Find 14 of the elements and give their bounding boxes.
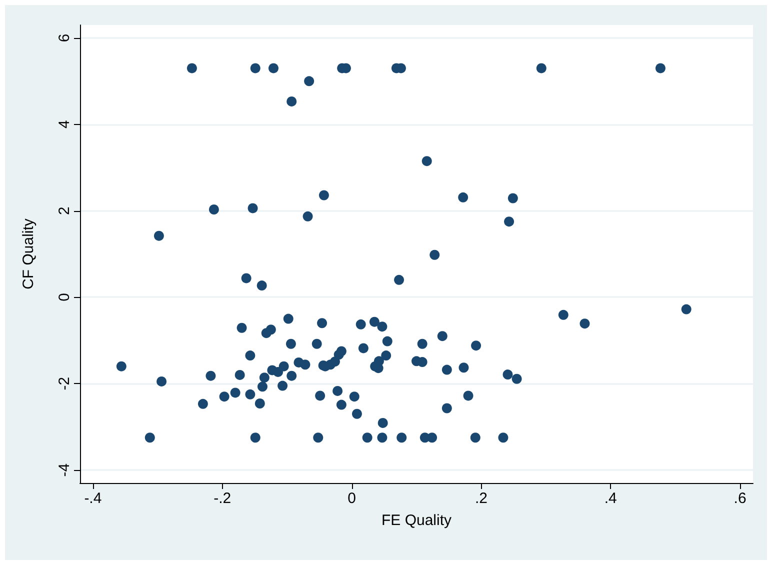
y-tick-label: 2 <box>56 206 73 215</box>
x-tick-label: .6 <box>734 490 746 507</box>
x-tick-label: -.4 <box>84 490 102 507</box>
y-tick-label: 0 <box>56 293 73 302</box>
y-axis-title: CF Quality <box>20 218 37 290</box>
x-tick-label: .4 <box>604 490 617 507</box>
y-tick-label: 4 <box>56 120 73 129</box>
x-tick-label: 0 <box>348 490 356 507</box>
x-tick-label: .2 <box>474 490 488 507</box>
y-tick-label: 6 <box>56 34 73 42</box>
x-tick-label: -.2 <box>214 490 232 507</box>
y-tick-label: -4 <box>56 463 73 477</box>
x-axis-title: FE Quality <box>381 512 452 529</box>
y-tick-label: -2 <box>56 376 73 390</box>
